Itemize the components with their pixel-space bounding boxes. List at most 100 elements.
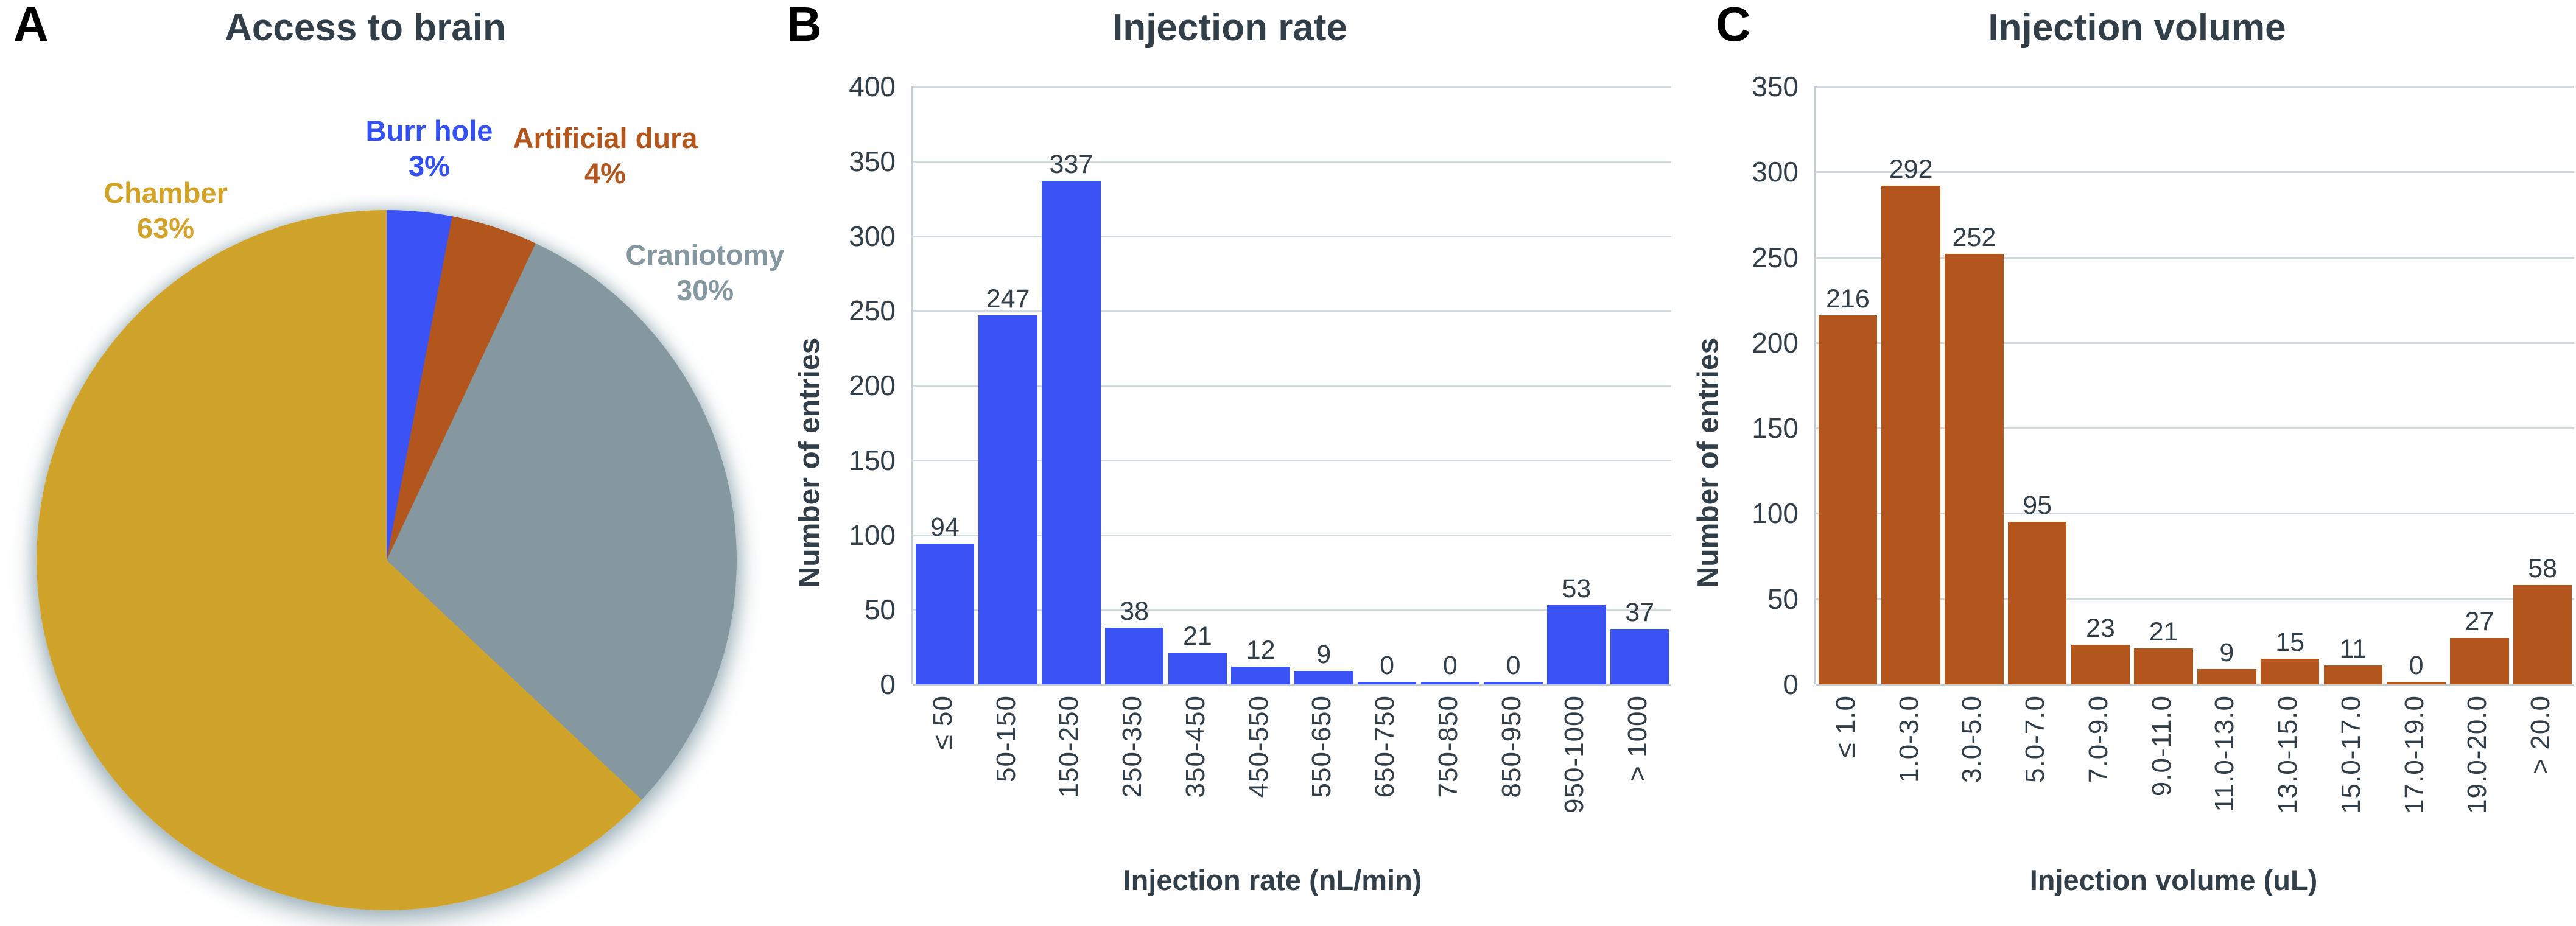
bar-slot: 9 bbox=[2195, 86, 2259, 684]
x-axis-line bbox=[913, 684, 1671, 686]
x-tick-slot: > 20.0 bbox=[2509, 695, 2572, 814]
x-tick-label: 13.0-15.0 bbox=[2273, 695, 2303, 814]
x-tick-label: 17.0-19.0 bbox=[2399, 695, 2429, 814]
y-tick-label: 0 bbox=[880, 668, 896, 700]
x-tick-label: 850-950 bbox=[1496, 695, 1526, 798]
y-tick-label: 100 bbox=[849, 519, 896, 551]
bar-3.0-5.0 bbox=[1945, 254, 2004, 684]
pie-label-percent: 30% bbox=[676, 274, 734, 306]
bar-slot: 58 bbox=[2511, 86, 2574, 684]
pie-label-name: Artificial dura bbox=[513, 122, 698, 154]
gridline bbox=[1816, 598, 2574, 600]
bar-slot: 337 bbox=[1040, 86, 1103, 684]
bar-value-label: 38 bbox=[1120, 597, 1149, 626]
bar-slot: 247 bbox=[977, 86, 1040, 684]
y-tick-label: 250 bbox=[1752, 241, 1799, 273]
bar-slot: 94 bbox=[913, 86, 977, 684]
bar-450-550 bbox=[1231, 667, 1290, 684]
bar-value-label: 27 bbox=[2465, 607, 2494, 636]
x-tick-slot: 15.0-17.0 bbox=[2320, 695, 2383, 814]
bar-slot: 21 bbox=[1166, 86, 1229, 684]
bar-value-label: 252 bbox=[1952, 223, 1996, 252]
bar-value-label: 94 bbox=[930, 513, 960, 542]
bar-≤ 1.0 bbox=[1818, 315, 1878, 684]
bar-slot: 11 bbox=[2322, 86, 2385, 684]
y-tick-label: 200 bbox=[849, 370, 896, 401]
y-tick-label: 50 bbox=[1767, 583, 1799, 615]
gridline bbox=[1816, 427, 2574, 429]
pie-label-name: Burr hole bbox=[365, 114, 493, 147]
bar-slot: 12 bbox=[1229, 86, 1293, 684]
gridline bbox=[913, 310, 1671, 312]
gridline bbox=[913, 609, 1671, 611]
bars-container: 216 292 252 95 23 21 9 15 11 0 27 58 bbox=[1816, 86, 2574, 684]
bar-value-label: 9 bbox=[1316, 640, 1332, 669]
x-tick-slot: 1.0-3.0 bbox=[1878, 695, 1941, 814]
bar-> 1000 bbox=[1610, 629, 1669, 684]
bar-19.0-20.0 bbox=[2450, 638, 2509, 684]
pie-label-name: Craniotomy bbox=[625, 239, 785, 271]
x-tick-label: ≤ 1.0 bbox=[1830, 695, 1861, 758]
x-tick-slot: 19.0-20.0 bbox=[2446, 695, 2510, 814]
bar-slot: 0 bbox=[2385, 86, 2448, 684]
x-tick-slot: 450-550 bbox=[1227, 695, 1291, 813]
x-tick-label: 11.0-13.0 bbox=[2209, 695, 2240, 812]
y-tick-label: 150 bbox=[1752, 412, 1799, 444]
x-tick-label: 5.0-7.0 bbox=[2020, 695, 2051, 783]
gridline bbox=[1816, 257, 2574, 259]
access-to-brain-pie-chart bbox=[37, 210, 737, 910]
pie-label-percent: 3% bbox=[409, 150, 450, 182]
panel-b-letter: B bbox=[787, 0, 822, 51]
bar-slot: 21 bbox=[2132, 86, 2195, 684]
x-tick-label: 1.0-3.0 bbox=[1893, 695, 1924, 783]
gridline bbox=[913, 535, 1671, 536]
bar-slot: 53 bbox=[1545, 86, 1609, 684]
panel-c-y-axis-title: Number of entries bbox=[1692, 337, 1725, 588]
panel-c-letter: C bbox=[1716, 0, 1751, 51]
x-axis-line bbox=[1816, 684, 2574, 686]
bar-15.0-17.0 bbox=[2323, 665, 2383, 684]
bar-value-label: 53 bbox=[1562, 574, 1592, 603]
x-tick-label: 750-850 bbox=[1433, 695, 1463, 798]
bar-17.0-19.0 bbox=[2387, 682, 2446, 684]
panel-a-title: Access to brain bbox=[225, 7, 506, 49]
injection-volume-plot-area: 216 292 252 95 23 21 9 15 11 0 27 58 bbox=[1814, 86, 2574, 686]
x-tick-label: 50-150 bbox=[991, 695, 1021, 783]
x-tick-label: 350-450 bbox=[1180, 695, 1210, 798]
x-tick-slot: 5.0-7.0 bbox=[2004, 695, 2067, 814]
panel-b-title: Injection rate bbox=[1112, 7, 1347, 49]
bar-slot: 37 bbox=[1608, 86, 1671, 684]
y-tick-label: 350 bbox=[849, 145, 896, 177]
gridline bbox=[1816, 513, 2574, 514]
bar-value-label: 58 bbox=[2528, 554, 2558, 583]
x-tick-slot: 550-650 bbox=[1291, 695, 1354, 813]
x-tick-label: ≤ 50 bbox=[927, 695, 958, 750]
x-tick-label: > 1000 bbox=[1623, 695, 1653, 782]
bar-13.0-15.0 bbox=[2260, 659, 2320, 684]
bar-value-label: 0 bbox=[1506, 651, 1521, 680]
bar-value-label: 11 bbox=[2339, 634, 2367, 664]
bar-750-850 bbox=[1420, 682, 1480, 684]
pie-label-artificial-dura: Artificial dura 4% bbox=[513, 121, 698, 191]
pie-label-name: Chamber bbox=[104, 177, 228, 209]
injection-rate-x-ticks: ≤ 50 50-150 150-250 250-350 350-450 450-550 55… bbox=[911, 695, 1669, 813]
y-tick-label: 100 bbox=[1752, 497, 1799, 530]
bar-value-label: 21 bbox=[2149, 617, 2178, 647]
y-tick-label: 300 bbox=[1752, 156, 1799, 188]
bar-950-1000 bbox=[1547, 605, 1606, 684]
bar-≤ 50 bbox=[915, 544, 975, 684]
panel-c-x-axis-title: Injection volume (uL) bbox=[2029, 864, 2318, 896]
y-tick-label: 200 bbox=[1752, 326, 1799, 359]
pie-label-percent: 4% bbox=[584, 157, 626, 189]
x-tick-label: 9.0-11.0 bbox=[2146, 695, 2177, 797]
gridline bbox=[913, 161, 1671, 163]
bar-slot: 292 bbox=[1879, 86, 1943, 684]
x-tick-slot: ≤ 50 bbox=[911, 695, 975, 813]
bar-350-450 bbox=[1168, 653, 1227, 684]
pie-label-burr-hole: Burr hole 3% bbox=[366, 113, 493, 184]
bar-value-label: 9 bbox=[2219, 638, 2234, 667]
bar-value-label: 15 bbox=[2275, 628, 2305, 657]
x-tick-label: 550-650 bbox=[1307, 695, 1337, 798]
bar-50-150 bbox=[978, 315, 1037, 684]
